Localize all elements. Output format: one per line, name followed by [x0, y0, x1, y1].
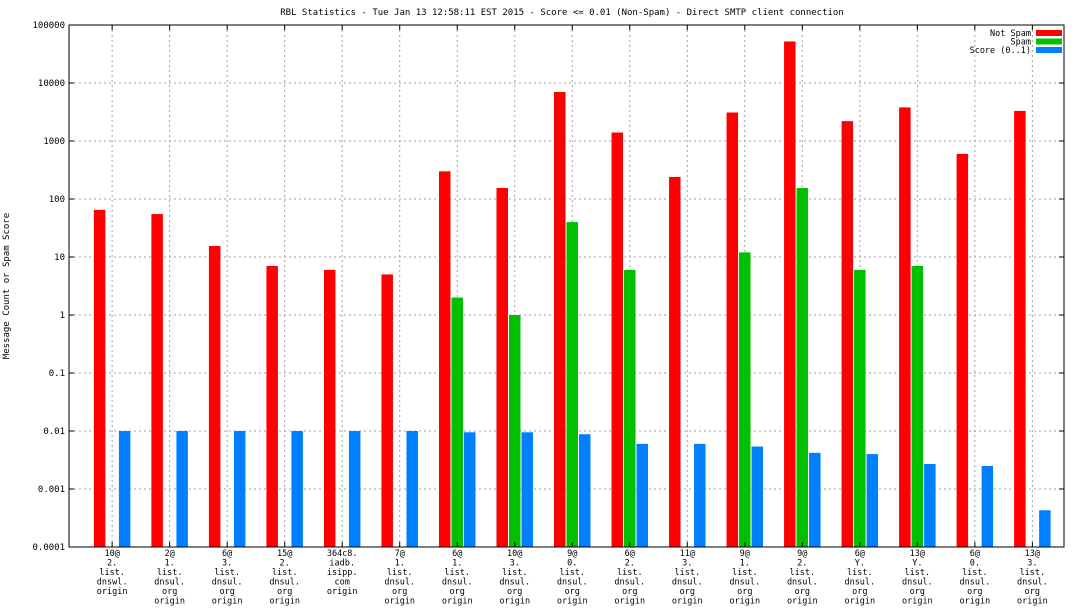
y-tick-label: 0.001 — [38, 485, 65, 495]
y-tick-label: 0.1 — [49, 369, 65, 379]
x-category-label: 15@ 2. list. dnsul. org origin — [269, 549, 300, 607]
bar-not-spam — [956, 153, 969, 547]
bar-not-spam — [93, 209, 106, 548]
bar-score-0-1 — [751, 446, 764, 547]
bar-score-0-1 — [233, 431, 246, 547]
x-category-label: 6@ 2. list. dnsul. org origin — [614, 549, 645, 607]
bar-spam — [451, 297, 463, 547]
bar-score-0-1 — [694, 443, 706, 547]
bar-spam — [508, 315, 521, 547]
y-tick-label: 10000 — [38, 79, 65, 89]
bar-not-spam — [841, 121, 854, 547]
y-tick-label: 100000 — [32, 21, 65, 31]
bar-spam — [854, 269, 866, 547]
legend-swatch — [1036, 38, 1062, 45]
x-category-label: 2@ 1. list. dnsul. org origin — [154, 549, 185, 607]
bar-not-spam — [899, 107, 911, 547]
y-tick-label: 10 — [54, 253, 65, 263]
bar-score-0-1 — [636, 443, 649, 547]
x-category-label: 364c8. iadb. isipp. com origin — [327, 549, 358, 597]
bar-not-spam — [611, 132, 624, 547]
y-tick-label: 0.01 — [43, 427, 65, 437]
bar-score-0-1 — [924, 463, 936, 547]
legend-swatch — [1036, 47, 1062, 53]
bar-not-spam — [669, 176, 681, 547]
bar-not-spam — [208, 245, 221, 547]
bar-spam — [911, 265, 924, 547]
bar-spam — [739, 252, 751, 548]
x-axis-labels: 10@ 2. list. dnswl. origin 2@ 1. list. dnsul. org… — [97, 25, 1048, 607]
bar-score-0-1 — [463, 432, 476, 547]
y-tick-label: 0.0001 — [32, 543, 65, 553]
bar-spam — [566, 222, 579, 548]
x-category-label: 6@ Y. list. dnsul. org origin — [844, 549, 875, 607]
x-category-label: 7@ 1. list. dnsul. org origin — [384, 549, 415, 607]
x-category-label: 13@ Y. list. dnsul. org origin — [902, 549, 933, 607]
bar-not-spam — [438, 171, 451, 547]
legend-label: Spam — [1011, 38, 1031, 48]
y-tick-label: 1000 — [43, 137, 65, 147]
bar-not-spam — [554, 91, 566, 547]
legend-swatch — [1036, 30, 1062, 36]
x-category-label: 10@ 2. list. dnswl. origin — [97, 549, 128, 597]
bar-score-0-1 — [291, 431, 303, 547]
bar-score-0-1 — [1039, 510, 1051, 547]
legend-label: Not Spam — [990, 29, 1031, 39]
bar-marks — [93, 41, 1051, 548]
bar-not-spam — [726, 112, 739, 547]
bar-score-0-1 — [579, 434, 591, 547]
bar-not-spam — [496, 187, 508, 547]
x-category-label: 9@ 1. list. dnsul. org origin — [729, 549, 760, 607]
y-tick-label: 100 — [49, 195, 65, 205]
x-category-label: 9@ 2. list. dnsul. org origin — [787, 549, 818, 607]
x-category-label: 6@ 0. list. dnsul. org origin — [959, 549, 990, 607]
bar-score-0-1 — [809, 452, 821, 547]
bar-score-0-1 — [176, 431, 188, 547]
x-category-label: 9@ 0. list. dnsul. org origin — [557, 549, 588, 607]
bar-score-0-1 — [521, 432, 533, 547]
bar-spam — [796, 187, 809, 547]
y-axis-ticks: 0.0001 0.001 0.01 0.1 1 10 100 1000 10000 100000 — [32, 21, 1064, 553]
bar-score-0-1 — [866, 454, 879, 547]
chart-title: RBL Statistics - Tue Jan 13 12:58:11 EST… — [280, 8, 844, 18]
bar-not-spam — [784, 41, 796, 548]
bar-score-0-1 — [981, 465, 994, 547]
bar-score-0-1 — [118, 431, 131, 547]
plot-frame — [68, 24, 1065, 548]
bar-not-spam — [323, 269, 336, 547]
y-axis-label: Message Count or Spam Score — [2, 213, 12, 359]
x-category-label: 6@ 1. list. dnsul. org origin — [442, 549, 473, 607]
x-category-label: 13@ 3. list. dnsul. org origin — [1017, 549, 1048, 607]
x-category-label: 6@ 3. list. dnsul. org origin — [212, 549, 243, 607]
bar-not-spam — [1014, 110, 1026, 547]
bar-score-0-1 — [406, 431, 418, 547]
x-category-label: 10@ 3. list. dnsul. org origin — [499, 549, 530, 607]
bar-not-spam — [381, 274, 393, 547]
bar-not-spam — [151, 214, 163, 547]
bar-score-0-1 — [348, 431, 361, 547]
y-tick-label: 1 — [60, 311, 65, 321]
x-category-label: 11@ 3. list. dnsul. org origin — [672, 549, 703, 607]
bar-spam — [624, 269, 636, 547]
legend-label: Score (0..1) — [970, 46, 1031, 56]
bar-not-spam — [266, 265, 278, 547]
